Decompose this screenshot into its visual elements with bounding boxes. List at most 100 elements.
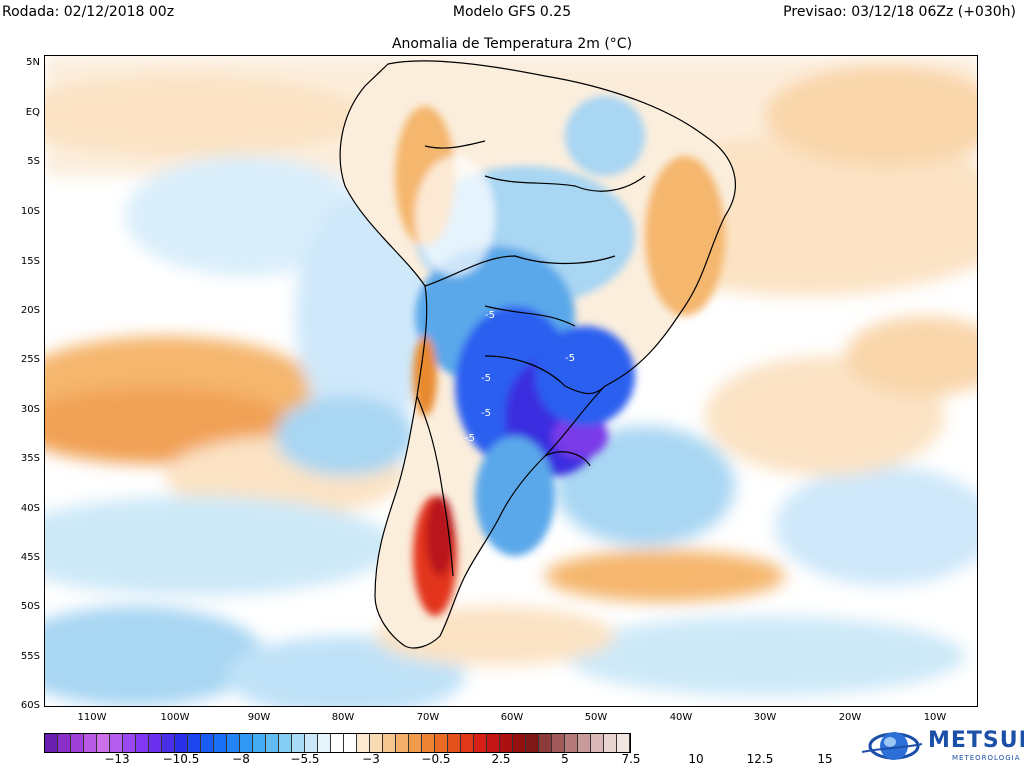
colorbar-swatch bbox=[435, 734, 448, 752]
logo-tagline: METEOROLOGIA bbox=[952, 754, 1021, 762]
logo-text: METSUL bbox=[928, 728, 1024, 753]
contour-label: -5 bbox=[565, 353, 575, 364]
colorbar-label: −5.5 bbox=[290, 752, 320, 766]
colorbar-label: 15 bbox=[817, 752, 833, 766]
colorbar bbox=[44, 733, 631, 753]
colorbar-swatch bbox=[292, 734, 305, 752]
model-label: Modelo GFS 0.25 bbox=[452, 4, 572, 20]
colorbar-swatch bbox=[136, 734, 149, 752]
lat-label: 25S bbox=[20, 354, 40, 365]
lat-label: 5S bbox=[27, 156, 40, 167]
lon-label: 10W bbox=[923, 712, 947, 723]
colorbar-label: −13 bbox=[104, 752, 130, 766]
lon-label: 60W bbox=[500, 712, 524, 723]
colorbar-swatch bbox=[214, 734, 227, 752]
colorbar-swatch bbox=[526, 734, 539, 752]
colorbar-swatch bbox=[461, 734, 474, 752]
metsul-logo: METSUL METEOROLOGIA bbox=[860, 726, 1024, 768]
colorbar-swatch bbox=[409, 734, 422, 752]
anomaly-map: -5 -5 -5 -5 -5 bbox=[44, 55, 978, 707]
colorbar-swatch bbox=[266, 734, 279, 752]
lat-label: 35S bbox=[20, 453, 40, 464]
colorbar-swatch bbox=[396, 734, 409, 752]
colorbar-swatch bbox=[487, 734, 500, 752]
contour-labels: -5 -5 -5 -5 -5 bbox=[465, 310, 575, 444]
colorbar-swatch bbox=[500, 734, 513, 752]
lon-label: 40W bbox=[669, 712, 693, 723]
lat-label: 40S bbox=[20, 503, 40, 514]
colorbar-swatch bbox=[513, 734, 526, 752]
colorbar-swatch bbox=[175, 734, 188, 752]
lat-label: 45S bbox=[20, 552, 40, 563]
anomaly-map-canvas: -5 -5 -5 -5 -5 bbox=[45, 56, 977, 706]
country-borders bbox=[339, 60, 736, 649]
colorbar-label: −8 bbox=[232, 752, 250, 766]
forecast-time-label: Previsao: 03/12/18 06Zz (+030h) bbox=[783, 4, 1016, 20]
colorbar-swatch bbox=[383, 734, 396, 752]
colorbar-swatch bbox=[110, 734, 123, 752]
colorbar-swatch bbox=[97, 734, 110, 752]
colorbar-swatch bbox=[58, 734, 71, 752]
colorbar-swatch bbox=[617, 734, 630, 752]
colorbar-label: −10.5 bbox=[162, 752, 200, 766]
colorbar-swatch bbox=[149, 734, 162, 752]
lon-label: 30W bbox=[753, 712, 777, 723]
colorbar-label: 12.5 bbox=[746, 752, 774, 766]
colorbar-swatch bbox=[344, 734, 357, 752]
lat-label: 10S bbox=[20, 206, 40, 217]
lat-label: 60S bbox=[20, 700, 40, 711]
colorbar-swatch bbox=[71, 734, 84, 752]
colorbar-swatch bbox=[474, 734, 487, 752]
colorbar-swatch bbox=[253, 734, 266, 752]
colorbar-swatch bbox=[279, 734, 292, 752]
lon-label: 100W bbox=[160, 712, 190, 723]
lon-label: 50W bbox=[584, 712, 608, 723]
contour-label: -5 bbox=[485, 310, 495, 321]
map-title: Anomalia de Temperatura 2m (°C) bbox=[391, 36, 633, 52]
lat-label: 30S bbox=[20, 404, 40, 415]
lon-label: 70W bbox=[416, 712, 440, 723]
globe-icon bbox=[861, 732, 923, 760]
colorbar-swatch bbox=[565, 734, 578, 752]
colorbar-swatch bbox=[357, 734, 370, 752]
colorbar-label: 10 bbox=[688, 752, 704, 766]
colorbar-label: 5 bbox=[561, 752, 569, 766]
lon-label: 90W bbox=[247, 712, 271, 723]
lon-label: 110W bbox=[77, 712, 107, 723]
colorbar-label: −0.5 bbox=[421, 752, 451, 766]
colorbar-label: −3 bbox=[362, 752, 380, 766]
colorbar-swatch bbox=[552, 734, 565, 752]
colorbar-swatch bbox=[604, 734, 617, 752]
colorbar-swatch bbox=[370, 734, 383, 752]
land-anomaly-field bbox=[395, 96, 725, 616]
colorbar-swatch bbox=[201, 734, 214, 752]
contour-label: -5 bbox=[465, 433, 475, 444]
lon-label: 20W bbox=[838, 712, 862, 723]
colorbar-swatch bbox=[227, 734, 240, 752]
colorbar-swatch bbox=[331, 734, 344, 752]
colorbar-swatch bbox=[45, 734, 58, 752]
colorbar-swatch bbox=[188, 734, 201, 752]
lat-label: 55S bbox=[20, 651, 40, 662]
colorbar-swatch bbox=[305, 734, 318, 752]
colorbar-label: 7.5 bbox=[621, 752, 641, 766]
colorbar-swatch bbox=[240, 734, 253, 752]
colorbar-label: 2.5 bbox=[491, 752, 511, 766]
colorbar-swatch bbox=[578, 734, 591, 752]
lat-label: 50S bbox=[20, 601, 40, 612]
lat-label: 5N bbox=[26, 57, 40, 68]
colorbar-swatch bbox=[123, 734, 136, 752]
colorbar-swatch bbox=[448, 734, 461, 752]
lat-label: 15S bbox=[20, 256, 40, 267]
colorbar-swatch bbox=[539, 734, 552, 752]
lon-label: 80W bbox=[331, 712, 355, 723]
colorbar-swatch bbox=[591, 734, 604, 752]
colorbar-swatch bbox=[422, 734, 435, 752]
lat-label: 20S bbox=[20, 305, 40, 316]
colorbar-swatch bbox=[84, 734, 97, 752]
contour-label: -5 bbox=[481, 373, 491, 384]
run-date-label: Rodada: 02/12/2018 00z bbox=[2, 4, 175, 20]
contour-label: -5 bbox=[481, 408, 491, 419]
lat-label: EQ bbox=[25, 107, 40, 118]
colorbar-swatch bbox=[318, 734, 331, 752]
